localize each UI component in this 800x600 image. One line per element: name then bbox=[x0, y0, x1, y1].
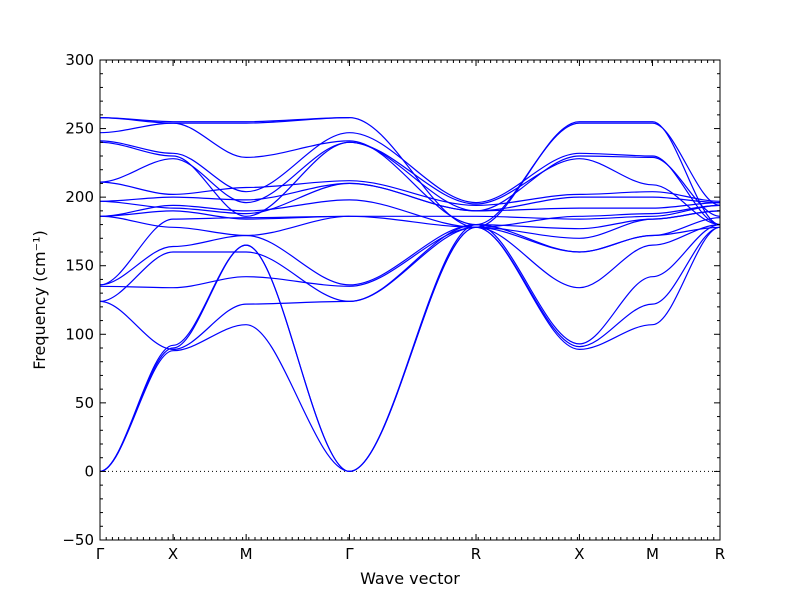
band-line-11 bbox=[99, 182, 350, 202]
band-line-9 bbox=[99, 210, 350, 220]
band-line-17 bbox=[99, 122, 350, 159]
y-tick-label: −50 bbox=[62, 531, 94, 549]
y-axis-label: Frequency (cm⁻¹) bbox=[30, 230, 49, 369]
band-line-31 bbox=[349, 182, 721, 212]
series-layer bbox=[99, 117, 721, 472]
x-tick-label: X bbox=[168, 545, 178, 563]
band-line-19 bbox=[99, 117, 350, 124]
x-tick-label: Γ bbox=[96, 545, 105, 563]
band-line-37 bbox=[349, 117, 721, 228]
band-line-32 bbox=[349, 180, 721, 207]
tick-layer: −50 0 50 100 150 200 250 300 Γ X M Γ R X M R bbox=[62, 51, 725, 563]
band-line-23 bbox=[349, 224, 721, 302]
band-line-33 bbox=[349, 141, 721, 226]
y-tick-label: 100 bbox=[65, 325, 94, 343]
band-line-27 bbox=[349, 210, 721, 239]
band-line-29 bbox=[349, 199, 721, 228]
y-tick-label: 300 bbox=[65, 51, 94, 69]
x-tick-label: X bbox=[574, 545, 584, 563]
y-tick-label: 50 bbox=[75, 394, 94, 412]
plot-frame bbox=[99, 59, 721, 541]
band-line-2 bbox=[99, 244, 350, 472]
x-tick-label: Γ bbox=[345, 545, 354, 563]
band-line-36 bbox=[349, 122, 721, 226]
band-line-12 bbox=[99, 182, 350, 215]
band-line-3 bbox=[99, 300, 350, 351]
x-tick-label: M bbox=[240, 545, 253, 563]
x-axis-label: Wave vector bbox=[360, 569, 460, 588]
band-line-6 bbox=[99, 234, 350, 286]
band-line-13 bbox=[99, 180, 350, 196]
band-line-15 bbox=[99, 141, 350, 217]
band-line-8 bbox=[99, 215, 350, 237]
band-line-5 bbox=[99, 276, 350, 289]
band-line-4 bbox=[99, 251, 350, 302]
band-line-22 bbox=[349, 223, 721, 472]
y-tick-label: 150 bbox=[65, 257, 94, 275]
x-tick-label: R bbox=[471, 545, 481, 563]
y-tick-label: 250 bbox=[65, 120, 94, 138]
y-tick-label: 0 bbox=[84, 462, 94, 480]
x-tick-label: R bbox=[715, 545, 725, 563]
band-line-35 bbox=[349, 132, 721, 226]
band-line-7 bbox=[99, 215, 350, 286]
band-line-16 bbox=[99, 132, 350, 193]
band-line-14 bbox=[99, 141, 350, 204]
y-tick-label: 200 bbox=[65, 188, 94, 206]
band-line-10 bbox=[99, 199, 350, 217]
band-line-25 bbox=[349, 217, 721, 287]
band-line-28 bbox=[349, 204, 721, 220]
x-tick-label: M bbox=[646, 545, 659, 563]
